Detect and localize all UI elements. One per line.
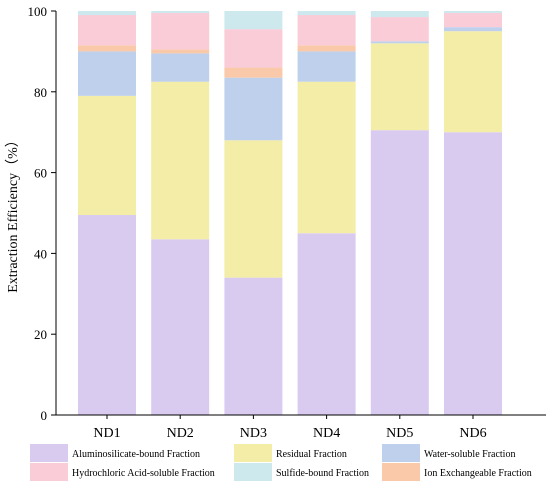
bar-segment-nd5-sulfide-bound-fraction <box>370 11 429 18</box>
legend-swatch-residual-fraction <box>234 444 272 462</box>
y-tick-label-80: 80 <box>34 85 47 100</box>
bar-segment-nd4-residual-fraction <box>297 81 356 234</box>
bar-segment-nd5-water-soluble-fraction <box>370 41 429 44</box>
bar-segment-nd3-water-soluble-fraction <box>224 77 283 141</box>
legend-label-aluminosilicate-bound-fraction: Aluminosilicate-bound Fraction <box>72 449 200 460</box>
y-tick-label-20: 20 <box>34 327 47 342</box>
legend-label-water-soluble-fraction: Water-soluble Fraction <box>424 449 515 460</box>
legend-swatch-aluminosilicate-bound-fraction <box>30 444 68 462</box>
y-tick-label-40: 40 <box>34 246 47 261</box>
legend-label-sulfide-bound-fraction: Sulfide-bound Fraction <box>276 468 369 479</box>
legend-swatch-sulfide-bound-fraction <box>234 463 272 481</box>
bar-segment-nd4-ion-exchangeable-fraction <box>297 45 356 52</box>
y-tick-label-0: 0 <box>41 408 48 423</box>
bar-segment-nd1-ion-exchangeable-fraction <box>78 45 136 52</box>
bar-segment-nd4-sulfide-bound-fraction <box>297 11 356 16</box>
bar-segment-nd5-residual-fraction <box>370 43 429 131</box>
legend-label-hydrochloric-acid-soluble-fraction: Hydrochloric Acid-soluble Fraction <box>72 468 215 479</box>
x-tick-label-nd2: ND2 <box>167 426 194 441</box>
legend-label-ion-exchangeable-fraction: Ion Exchangeable Fraction <box>424 468 532 479</box>
bar-segment-nd2-aluminosilicate-bound-fraction <box>151 239 210 415</box>
bar-segment-nd6-water-soluble-fraction <box>444 27 502 32</box>
bar-segment-nd3-hydrochloric-acid-soluble-fraction <box>224 29 283 68</box>
bar-segment-nd1-sulfide-bound-fraction <box>78 11 136 16</box>
legend-swatch-hydrochloric-acid-soluble-fraction <box>30 463 68 481</box>
bar-segment-nd3-aluminosilicate-bound-fraction <box>224 277 283 415</box>
legend: Aluminosilicate-bound Fraction Residual F… <box>30 444 532 481</box>
x-tick-label-nd4: ND4 <box>313 426 340 441</box>
y-tick-label-60: 60 <box>34 166 47 181</box>
bar-segment-nd6-sulfide-bound-fraction <box>444 11 502 14</box>
axes-layer: 0 20 40 60 80 100 ND1 ND2 ND3 ND4 ND5 ND6 <box>28 4 546 441</box>
bar-segment-nd6-aluminosilicate-bound-fraction <box>444 132 502 415</box>
bar-segment-nd3-ion-exchangeable-fraction <box>224 67 283 78</box>
bars-layer <box>78 11 502 415</box>
bar-segment-nd5-hydrochloric-acid-soluble-fraction <box>370 17 429 42</box>
x-tick-label-nd1: ND1 <box>93 426 120 441</box>
x-tick-label-nd6: ND6 <box>459 426 486 441</box>
bar-segment-nd3-sulfide-bound-fraction <box>224 11 283 30</box>
bar-segment-nd1-aluminosilicate-bound-fraction <box>78 215 136 415</box>
bar-segment-nd6-residual-fraction <box>444 31 502 133</box>
bar-segment-nd1-residual-fraction <box>78 95 136 216</box>
bar-segment-nd6-hydrochloric-acid-soluble-fraction <box>444 13 502 28</box>
legend-swatch-ion-exchangeable-fraction <box>382 463 420 481</box>
legend-swatch-water-soluble-fraction <box>382 444 420 462</box>
bar-segment-nd5-aluminosilicate-bound-fraction <box>370 130 429 415</box>
bar-segment-nd1-water-soluble-fraction <box>78 51 136 96</box>
bar-segment-nd2-residual-fraction <box>151 81 210 240</box>
y-tick-label-100: 100 <box>28 4 48 19</box>
bar-segment-nd4-hydrochloric-acid-soluble-fraction <box>297 15 356 46</box>
bar-segment-nd2-water-soluble-fraction <box>151 53 210 82</box>
bar-segment-nd2-hydrochloric-acid-soluble-fraction <box>151 13 210 50</box>
bar-segment-nd2-ion-exchangeable-fraction <box>151 49 210 54</box>
bar-segment-nd4-aluminosilicate-bound-fraction <box>297 233 356 415</box>
x-tick-label-nd5: ND5 <box>386 426 413 441</box>
legend-label-residual-fraction: Residual Fraction <box>276 449 347 460</box>
bar-segment-nd3-residual-fraction <box>224 140 283 278</box>
bar-segment-nd4-water-soluble-fraction <box>297 51 356 82</box>
bar-segment-nd2-sulfide-bound-fraction <box>151 11 210 14</box>
y-axis-title: Extraction Efficiency（%） <box>5 133 21 293</box>
bar-segment-nd1-hydrochloric-acid-soluble-fraction <box>78 15 136 46</box>
x-tick-label-nd3: ND3 <box>240 426 267 441</box>
